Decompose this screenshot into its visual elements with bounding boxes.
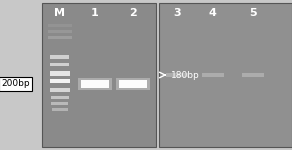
Bar <box>166 73 188 77</box>
Bar <box>50 79 70 83</box>
Text: 200bp: 200bp <box>1 80 30 88</box>
Bar <box>52 108 68 111</box>
Bar <box>50 71 70 76</box>
Bar <box>48 30 72 33</box>
Bar <box>50 63 69 66</box>
Text: 5: 5 <box>249 9 256 18</box>
Bar <box>50 88 70 92</box>
Bar <box>241 73 263 77</box>
Bar <box>51 96 69 99</box>
Text: 1: 1 <box>91 9 99 18</box>
Text: M: M <box>54 9 65 18</box>
Bar <box>81 80 109 88</box>
Text: 3: 3 <box>173 9 181 18</box>
Bar <box>51 102 68 105</box>
Bar <box>119 80 147 88</box>
Bar <box>116 78 150 90</box>
Bar <box>48 24 72 27</box>
Text: 180bp: 180bp <box>171 70 199 80</box>
Bar <box>48 36 72 39</box>
Bar <box>50 55 69 59</box>
Bar <box>78 78 112 90</box>
Bar <box>201 73 223 77</box>
Text: 2: 2 <box>129 9 137 18</box>
Bar <box>42 3 156 147</box>
Text: 4: 4 <box>209 9 216 18</box>
Bar <box>159 3 292 147</box>
